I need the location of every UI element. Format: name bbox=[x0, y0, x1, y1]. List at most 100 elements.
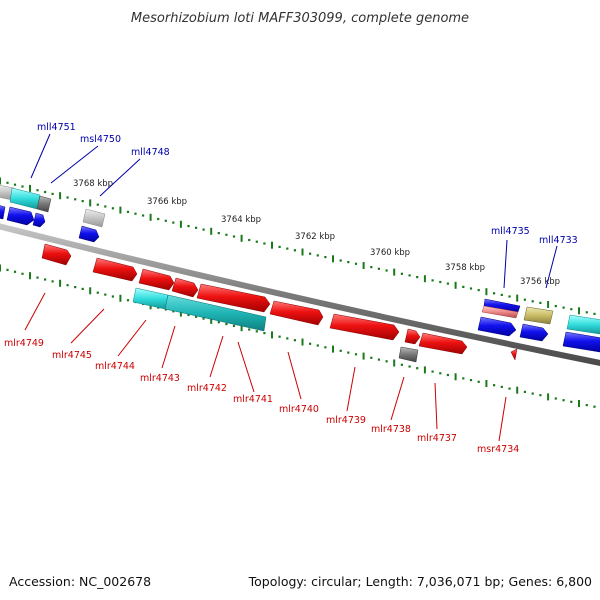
gene-feature[interactable] bbox=[519, 323, 549, 342]
gene-feature[interactable] bbox=[132, 287, 169, 310]
scale-tick bbox=[309, 342, 312, 345]
gene-feature[interactable] bbox=[32, 212, 46, 228]
gene-label[interactable]: mlr4745 bbox=[52, 350, 92, 361]
scale-tick bbox=[263, 242, 266, 245]
gene-label[interactable]: mlr4738 bbox=[371, 424, 411, 435]
gene-feature[interactable] bbox=[269, 300, 324, 326]
genome-backbone bbox=[0, 223, 600, 367]
gene-feature[interactable] bbox=[523, 306, 554, 325]
scale-tick bbox=[96, 291, 99, 294]
label-leader-lines bbox=[24, 133, 558, 442]
gene-label[interactable]: msl4750 bbox=[80, 134, 121, 145]
accession-footer: Accession: NC_002678 bbox=[9, 574, 152, 589]
gene-feature[interactable] bbox=[562, 331, 600, 353]
gene-feature[interactable] bbox=[510, 348, 518, 361]
gene-feature[interactable] bbox=[82, 208, 106, 228]
gene-feature[interactable] bbox=[566, 314, 600, 335]
scale-labels: 3768 kbp 3766 kbp 3764 kbp 3762 kbp 3760… bbox=[73, 179, 560, 287]
scale-tick bbox=[301, 248, 304, 256]
scale-tick bbox=[385, 360, 388, 363]
scale-tick bbox=[51, 280, 54, 283]
gene-feature[interactable] bbox=[171, 277, 199, 298]
scale-tick bbox=[570, 308, 573, 311]
scale-tick bbox=[531, 300, 534, 303]
scale-tick bbox=[547, 393, 550, 401]
scale-tick bbox=[293, 249, 296, 252]
scale-label: 3756 kbp bbox=[520, 277, 560, 287]
gene-label[interactable]: msr4734 bbox=[477, 444, 519, 455]
scale-tick bbox=[385, 269, 388, 272]
scale-tick bbox=[255, 330, 258, 333]
scale-tick bbox=[493, 384, 496, 387]
gene-label[interactable]: mlr4739 bbox=[326, 415, 366, 426]
scale-tick bbox=[179, 309, 182, 317]
scale-tick bbox=[36, 276, 39, 279]
scale-label: 3768 kbp bbox=[73, 179, 113, 189]
gene-feature[interactable] bbox=[78, 225, 100, 243]
gene-label[interactable]: mlr4749 bbox=[4, 338, 44, 349]
scale-tick bbox=[439, 280, 442, 284]
scale-tick bbox=[217, 232, 220, 235]
gene-label[interactable]: mlr4737 bbox=[417, 433, 457, 444]
gene-label[interactable]: mll4733 bbox=[539, 235, 578, 246]
scale-tick bbox=[377, 358, 380, 361]
scale-tick bbox=[324, 256, 327, 259]
gene-label[interactable]: mlr4743 bbox=[140, 373, 180, 384]
scale-tick bbox=[500, 293, 503, 296]
scale-tick bbox=[21, 185, 24, 188]
gene-label[interactable]: mll4735 bbox=[491, 226, 530, 237]
gene-label[interactable]: mlr4742 bbox=[187, 383, 227, 394]
genome-summary-footer: Topology: circular; Length: 7,036,071 bp… bbox=[248, 574, 592, 589]
scale-tick bbox=[119, 294, 122, 302]
gene-feature[interactable] bbox=[138, 268, 175, 291]
scale-tick bbox=[81, 287, 84, 290]
scale-tick bbox=[44, 278, 47, 281]
scale-tick bbox=[187, 313, 190, 317]
scale-tick bbox=[485, 380, 488, 387]
scale-tick bbox=[293, 339, 296, 342]
gene-feature[interactable] bbox=[477, 316, 517, 337]
scale-tick bbox=[423, 366, 426, 374]
gene-label[interactable]: mll4748 bbox=[131, 147, 170, 158]
gene-label[interactable]: mlr4744 bbox=[95, 361, 135, 372]
scale-tick bbox=[0, 177, 1, 185]
gene-feature[interactable] bbox=[418, 332, 468, 355]
scale-tick bbox=[347, 351, 350, 354]
scale-tick bbox=[232, 324, 236, 327]
scale-tick bbox=[255, 240, 258, 243]
scale-tick bbox=[66, 284, 69, 287]
gene-feature[interactable] bbox=[481, 305, 519, 319]
scale-tick bbox=[370, 356, 373, 359]
scale-tick bbox=[462, 377, 465, 380]
scale-tick bbox=[225, 323, 228, 326]
gene-feature[interactable] bbox=[404, 328, 421, 345]
scale-tick bbox=[89, 199, 92, 207]
gene-feature[interactable] bbox=[41, 243, 72, 266]
gene-label[interactable]: mll4751 bbox=[37, 122, 76, 133]
gene-feature[interactable] bbox=[36, 195, 52, 213]
scale-tick bbox=[111, 295, 114, 298]
scale-tick bbox=[217, 321, 220, 324]
scale-tick bbox=[195, 226, 198, 229]
scale-tick bbox=[354, 353, 358, 356]
gene-label[interactable]: mlr4740 bbox=[279, 404, 319, 415]
scale-tick bbox=[431, 279, 434, 282]
gene-feature[interactable] bbox=[164, 294, 267, 332]
scale-tick bbox=[416, 367, 419, 370]
scale-tick bbox=[370, 266, 373, 269]
scale-tick bbox=[278, 335, 281, 338]
scale-tick bbox=[477, 380, 480, 383]
gene-feature[interactable] bbox=[329, 313, 400, 341]
gene-feature[interactable] bbox=[6, 206, 35, 226]
gene-feature[interactable] bbox=[196, 283, 271, 313]
gene-feature[interactable] bbox=[9, 187, 41, 210]
gene-feature[interactable] bbox=[398, 346, 419, 363]
scale-tick bbox=[332, 255, 334, 263]
gene-feature[interactable] bbox=[0, 205, 6, 220]
scale-tick bbox=[126, 210, 130, 213]
gene-feature[interactable] bbox=[92, 257, 138, 282]
gene-label[interactable]: mlr4741 bbox=[233, 394, 273, 405]
scale-tick bbox=[104, 293, 107, 296]
scale-tick bbox=[469, 287, 473, 290]
scale-tick bbox=[377, 267, 380, 270]
